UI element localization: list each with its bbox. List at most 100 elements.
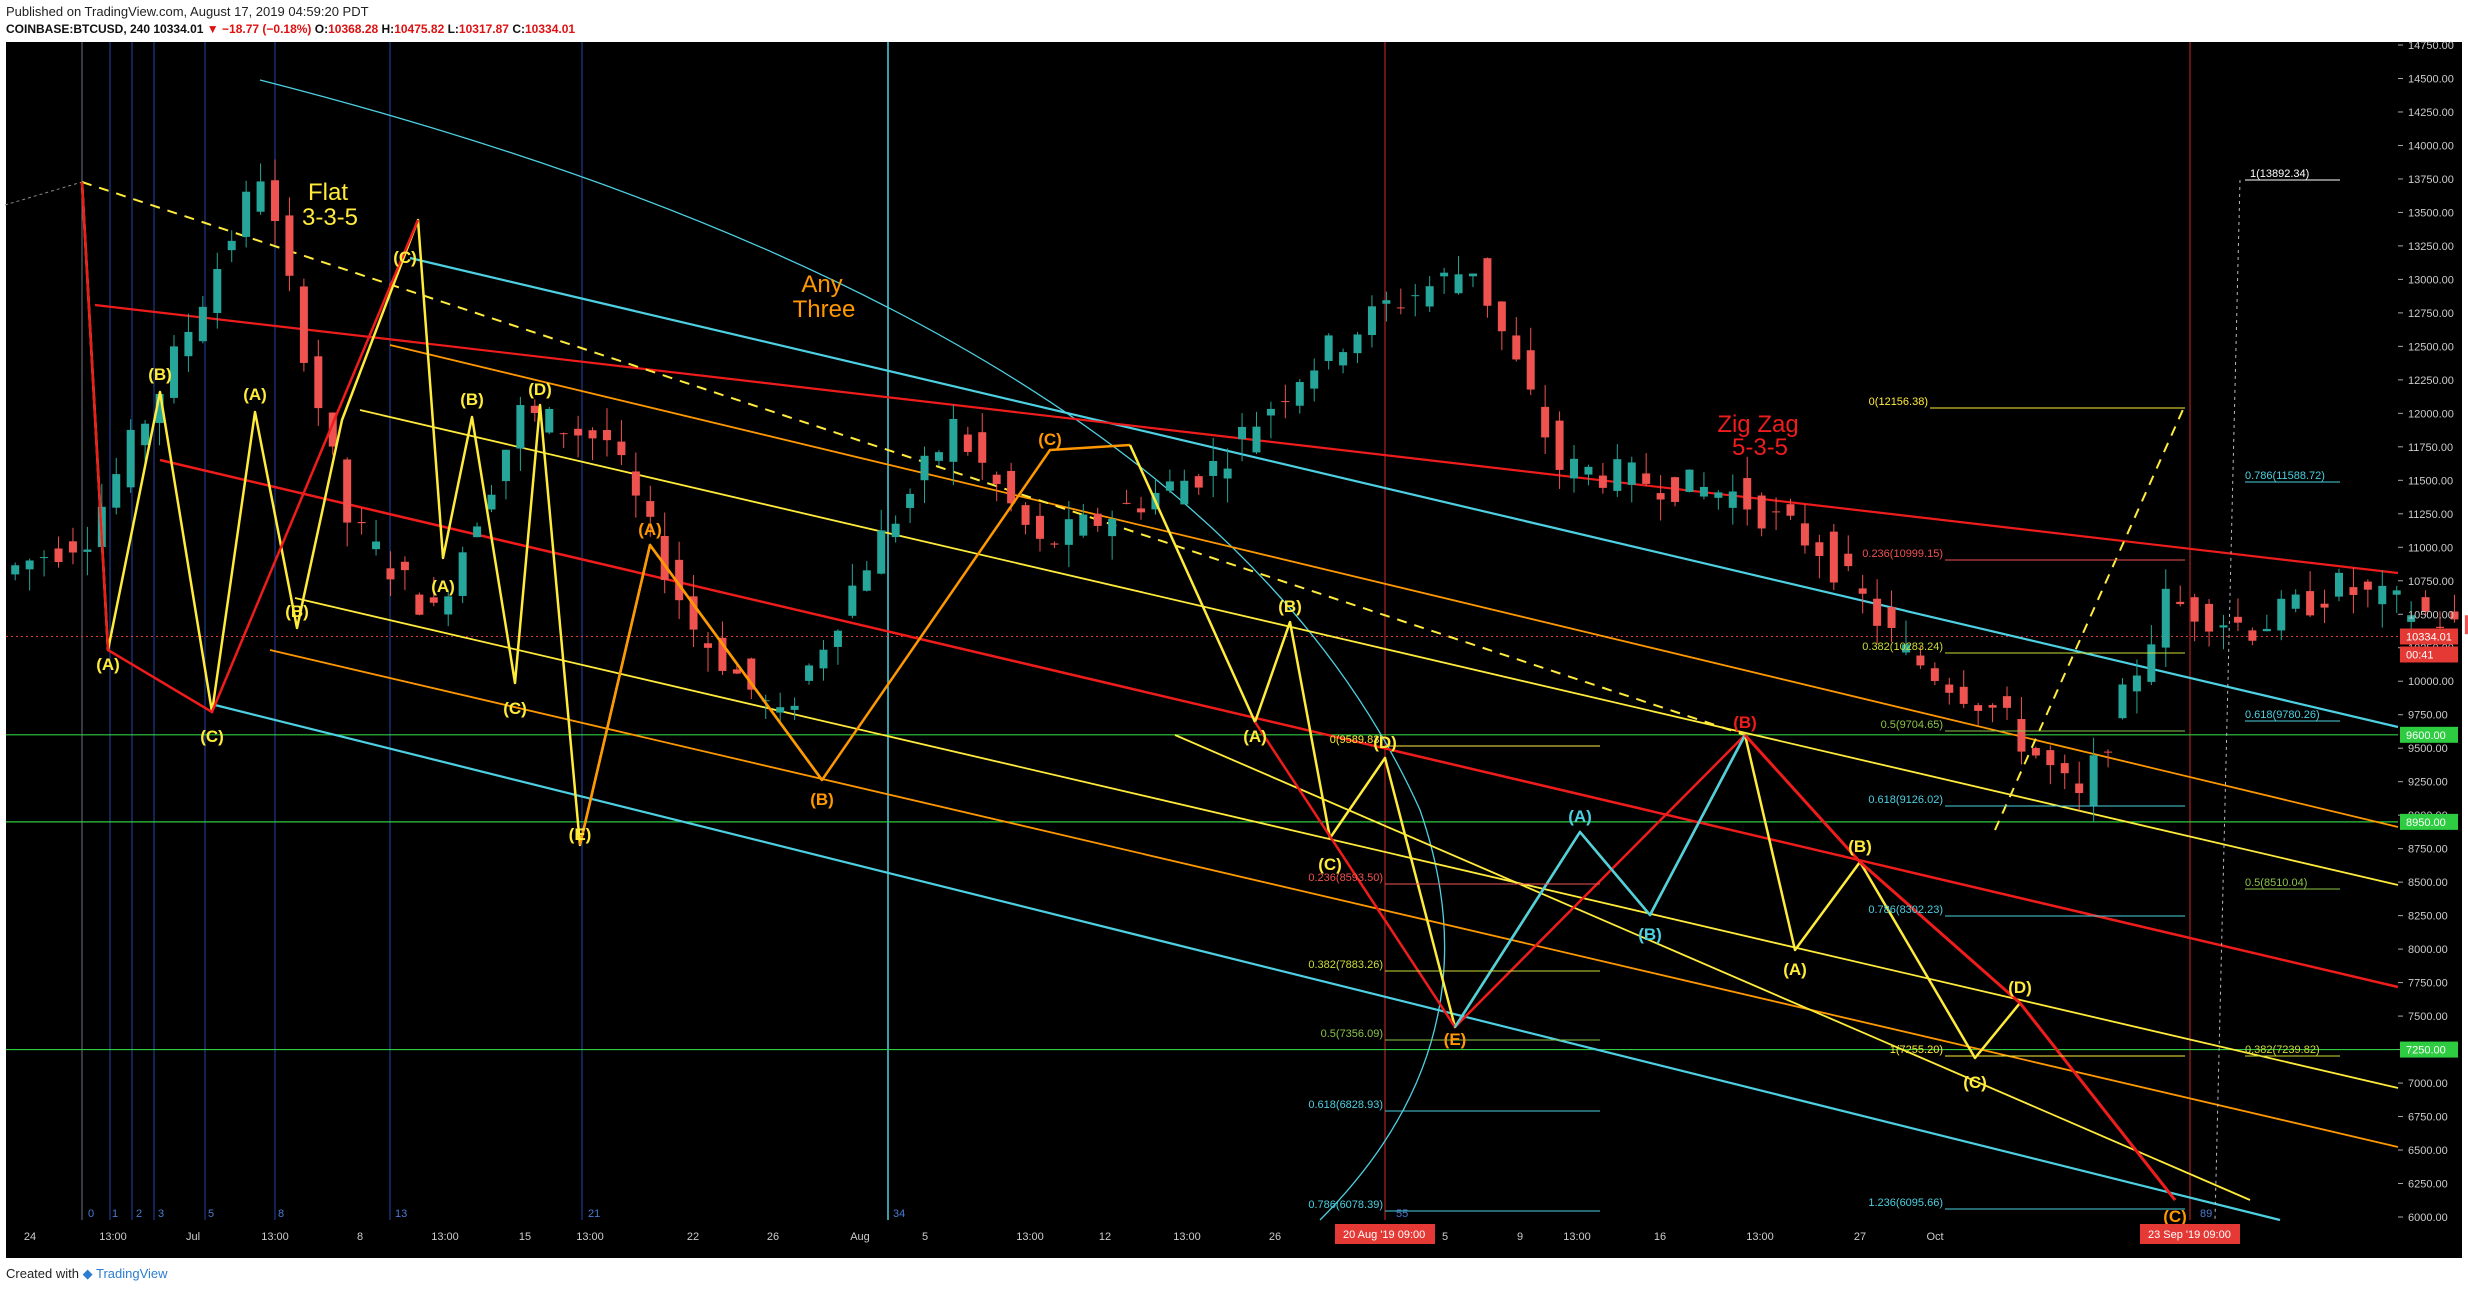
- candle-body: [631, 471, 640, 496]
- tradingview-brand[interactable]: TradingView: [96, 1266, 168, 1281]
- candle-body: [906, 493, 915, 508]
- created-with-label: Created with: [6, 1266, 79, 1281]
- candle-body: [1238, 426, 1247, 440]
- fib-level-label: 0.236(8593.50): [1308, 872, 1383, 884]
- fib-level-label: 0.786(6078.39): [1308, 1199, 1383, 1211]
- candle-body: [1844, 553, 1853, 567]
- candle-body: [2075, 783, 2084, 794]
- y-tick-label: 9250.00: [2408, 777, 2448, 789]
- x-tick-label: Oct: [1926, 1231, 1943, 1243]
- candle-body: [1137, 508, 1146, 513]
- price-badge: [2400, 1041, 2458, 1058]
- candle-body: [2349, 587, 2358, 595]
- wave-label: (B): [460, 390, 484, 409]
- cycle-number: 21: [588, 1208, 600, 1220]
- candle-body: [1223, 468, 1232, 479]
- channel-line: [159, 458, 2399, 989]
- candle-body: [1310, 370, 1319, 389]
- cycle-number: 0: [88, 1208, 94, 1220]
- x-tick-label: 9: [1517, 1231, 1523, 1243]
- wave-label: (C): [1963, 1073, 1987, 1092]
- candle-body: [1642, 473, 1651, 484]
- low-value: 10317.87: [458, 22, 509, 36]
- candle-body: [545, 409, 554, 433]
- close-value: 10334.01: [525, 22, 576, 36]
- cycle-number: 8: [278, 1208, 284, 1220]
- wave-label: (A): [96, 655, 120, 674]
- candle-body: [2031, 748, 2040, 756]
- candle-body: [169, 346, 178, 398]
- wave-label: (B): [1278, 597, 1302, 616]
- y-tick-label: 12500.00: [2408, 341, 2454, 353]
- candle-body: [1122, 502, 1131, 504]
- y-tick-label: 14000.00: [2408, 140, 2454, 152]
- x-tick-label: 22: [687, 1231, 699, 1243]
- y-tick-label: 11250.00: [2408, 509, 2453, 521]
- y-tick-label: 6500.00: [2408, 1145, 2448, 1157]
- candle-body: [2104, 751, 2113, 753]
- dashed-trendline: [81, 181, 1746, 736]
- down-arrow-icon: ▼: [206, 22, 219, 36]
- candle-body: [1367, 306, 1376, 336]
- candles-group: [11, 159, 2468, 823]
- candle-body: [1425, 286, 1434, 307]
- candle-body: [559, 433, 568, 435]
- candle-body: [2046, 750, 2055, 766]
- candle-body: [1988, 705, 1997, 708]
- y-tick-label: 12750.00: [2408, 308, 2454, 320]
- candle-body: [1714, 492, 1723, 498]
- candle-body: [1093, 513, 1102, 526]
- candle-body: [1728, 491, 1737, 508]
- candle-body: [1699, 486, 1708, 497]
- candle-body: [1064, 519, 1073, 545]
- fib-level-label: 0.382(7239.82): [2245, 1044, 2320, 1056]
- candle-body: [1584, 466, 1593, 475]
- candle-body: [934, 452, 943, 461]
- wave-label: (C): [1318, 855, 1342, 874]
- candle-body: [1873, 598, 1882, 626]
- price-chart[interactable]: 1(13892.34) 0(12156.38) 0.786(11588.72) 0.2…: [0, 40, 2468, 1260]
- x-tick-label: 13:00: [1016, 1231, 1044, 1243]
- wave-label: (E): [569, 825, 592, 844]
- date-badge: [2140, 1224, 2240, 1244]
- candle-body: [213, 269, 222, 314]
- y-tick-label: 8250.00: [2408, 911, 2448, 923]
- fib-level-label: 0(9589.83): [1330, 734, 1383, 746]
- wave-label: (C): [2163, 1207, 2187, 1226]
- candle-body: [357, 522, 366, 524]
- high-value: 10475.82: [394, 22, 445, 36]
- candle-body: [2089, 755, 2098, 806]
- x-tick-label: 15: [519, 1231, 531, 1243]
- candle-body: [1974, 705, 1983, 711]
- candle-body: [617, 441, 626, 456]
- candle-body: [1743, 478, 1752, 510]
- candle-body: [25, 560, 34, 570]
- fib-level-label: 0(12156.38): [1869, 396, 1928, 408]
- time-axis: [6, 1220, 2462, 1258]
- date-badge-label: 20 Aug '19 09:00: [1343, 1229, 1425, 1241]
- candle-body: [516, 405, 525, 449]
- candle-body: [1541, 406, 1550, 438]
- fib-level-label: 0.786(11588.72): [2245, 470, 2325, 482]
- x-tick-label: 5: [1442, 1231, 1448, 1243]
- published-line: Published on TradingView.com, August 17,…: [6, 4, 369, 19]
- price-badge: [2400, 628, 2458, 645]
- symbol-name[interactable]: COINBASE:BTCUSD, 240: [6, 22, 151, 36]
- candle-body: [1209, 460, 1218, 476]
- candle-body: [198, 306, 207, 342]
- price-badge: [2400, 646, 2458, 663]
- candle-body: [1295, 382, 1304, 406]
- wave-label: (A): [431, 577, 455, 596]
- candle-body: [2450, 611, 2459, 620]
- price-badge-label: 00:41: [2406, 649, 2434, 661]
- candle-body: [2262, 628, 2271, 632]
- candle-body: [1685, 469, 1694, 492]
- candle-body: [314, 356, 323, 409]
- candle-body: [1396, 307, 1405, 309]
- x-tick-label: 13:00: [576, 1231, 604, 1243]
- candle-body: [1757, 495, 1766, 529]
- candle-body: [718, 637, 727, 671]
- wave-label: (C): [503, 699, 527, 718]
- open-value: 10368.28: [328, 22, 379, 36]
- candle-body: [458, 552, 467, 596]
